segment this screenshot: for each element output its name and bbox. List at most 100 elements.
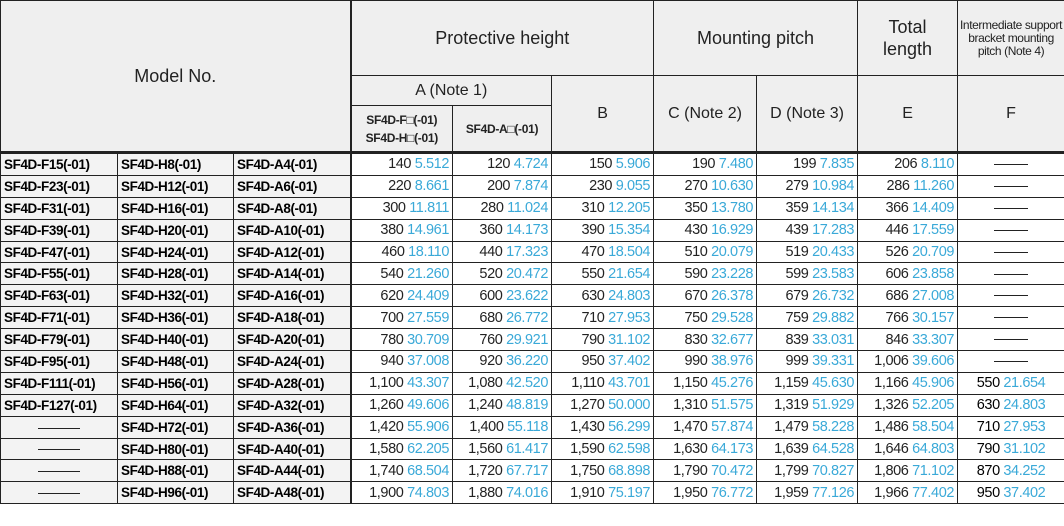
model-f-cell: [0, 459, 118, 483]
mm-value: 286: [886, 178, 910, 195]
inch-value: 33.307: [912, 331, 955, 348]
mm-value: 710: [976, 419, 1000, 436]
mm-value: 550: [581, 265, 605, 282]
inch-value: 20.433: [812, 244, 855, 260]
inch-value: 77.126: [812, 484, 855, 501]
mm-value: 999: [785, 353, 809, 370]
dim-a1-cell: 780 30.709: [349, 328, 454, 352]
dash-placeholder: [994, 186, 1029, 187]
model-h-cell: SF4D-H28(-01): [117, 262, 234, 286]
header-intermediate-bracket: Intermediate support bracket mounting pi…: [957, 0, 1064, 76]
mm-value: 710: [581, 309, 605, 326]
dim-c-cell: 1,470 57.874: [653, 415, 758, 439]
dim-f-cell: [957, 284, 1064, 308]
inch-value: 8.110: [920, 156, 955, 173]
mm-value: 1,006: [874, 353, 909, 370]
mm-value: 599: [785, 265, 809, 282]
dim-f-cell: [957, 196, 1064, 220]
mm-value: 606: [885, 265, 909, 282]
dim-c-cell: 270 10.630: [653, 174, 758, 198]
dim-f-cell: [957, 174, 1064, 198]
dim-b-cell: 630 24.803: [551, 284, 655, 308]
table-row: SF4D-F63(-01) SF4D-H32(-01) SF4D-A16(-01) 6…: [0, 284, 1064, 308]
inch-value: 5.906: [615, 156, 651, 173]
inch-value: 7.835: [819, 156, 855, 173]
mm-value: 120: [487, 156, 511, 173]
model-a-cell: SF4D-A44(-01): [232, 459, 352, 483]
table-row: SF4D-F47(-01) SF4D-H24(-01) SF4D-A12(-01) 4…: [0, 240, 1064, 264]
inch-value: 50.000: [608, 397, 651, 414]
inch-value: 45.276: [711, 375, 754, 392]
dash-placeholder: [994, 251, 1029, 253]
inch-value: 30.157: [912, 309, 955, 326]
dim-b-cell: 790 31.102: [551, 328, 655, 352]
inch-value: 64.173: [711, 441, 754, 458]
mm-value: 1,150: [673, 375, 708, 392]
model-f-cell: [0, 437, 118, 461]
dim-b-cell: 1,590 62.598: [551, 437, 655, 461]
inch-value: 23.622: [506, 287, 549, 304]
dim-a1-cell: 380 14.961: [349, 218, 454, 242]
dim-f-cell: 950 37.402: [957, 481, 1064, 505]
mm-value: 1,966: [874, 484, 909, 501]
dim-d-cell: 999 39.331: [756, 350, 859, 373]
inch-value: 12.205: [608, 200, 651, 217]
mm-value: 206: [894, 156, 918, 173]
inch-value: 56.299: [608, 419, 651, 436]
inch-value: 42.520: [506, 375, 549, 392]
mm-value: 1,950: [673, 484, 708, 501]
inch-value: 17.283: [812, 222, 855, 239]
mm-value: 440: [479, 244, 503, 260]
dim-a1-cell: 700 27.559: [349, 306, 454, 330]
dim-b-cell: 1,910 75.197: [551, 481, 655, 505]
mm-value: 1,790: [673, 462, 708, 479]
inch-value: 21.654: [608, 265, 651, 282]
mm-value: 190: [692, 156, 716, 173]
mm-value: 280: [480, 200, 504, 217]
dim-e-cell: 606 23.858: [857, 262, 959, 286]
table-row: SF4D-F39(-01) SF4D-H20(-01) SF4D-A10(-01) 3…: [0, 218, 1064, 242]
model-a-cell: SF4D-A48(-01): [232, 481, 352, 505]
table-row: SF4D-H72(-01) SF4D-A36(-01) 1,420 55.906 1,…: [0, 415, 1064, 439]
dash-placeholder: [994, 273, 1029, 275]
mm-value: 366: [885, 200, 909, 217]
mm-value: 540: [380, 265, 404, 282]
dash-placeholder: [38, 427, 80, 429]
dim-a1-cell: 540 21.260: [349, 262, 454, 286]
dim-e-cell: 286 11.260: [857, 174, 959, 198]
inch-value: 31.102: [1003, 441, 1046, 458]
header-mounting-pitch: Mounting pitch: [653, 0, 859, 76]
model-f-cell: SF4D-F47(-01): [0, 240, 118, 264]
dimension-table: Model No. Protective height Mounting pit…: [0, 0, 1064, 505]
inch-value: 62.598: [608, 441, 651, 458]
inch-value: 70.472: [711, 462, 754, 479]
header-e: E: [857, 75, 959, 153]
inch-value: 32.677: [711, 331, 754, 348]
mm-value: 1,646: [874, 441, 909, 458]
mm-value: 300: [382, 200, 406, 217]
model-f-cell: SF4D-F71(-01): [0, 306, 118, 330]
inch-value: 34.252: [1003, 462, 1046, 479]
dim-a1-cell: 140 5.512: [349, 151, 454, 176]
mm-value: 700: [380, 309, 404, 326]
mm-value: 519: [785, 244, 809, 260]
model-h-cell: SF4D-H32(-01): [117, 284, 234, 308]
inch-value: 64.803: [912, 441, 955, 458]
inch-value: 70.827: [812, 462, 855, 479]
dim-e-cell: 446 17.559: [857, 218, 959, 242]
dim-e-cell: 1,646 64.803: [857, 437, 959, 461]
mm-value: 310: [581, 200, 605, 217]
model-f-cell: SF4D-F31(-01): [0, 196, 118, 220]
dim-e-cell: 686 27.008: [857, 284, 959, 308]
dim-c-cell: 1,310 51.575: [653, 393, 758, 417]
dim-a1-cell: 940 37.008: [349, 350, 454, 373]
dim-c-cell: 1,950 76.772: [653, 481, 758, 505]
table-row: SF4D-F79(-01) SF4D-H40(-01) SF4D-A20(-01) 7…: [0, 328, 1064, 352]
inch-value: 55.118: [507, 419, 549, 436]
model-a-cell: SF4D-A10(-01): [232, 218, 352, 242]
mm-value: 470: [581, 244, 605, 260]
dim-f-cell: 790 31.102: [957, 437, 1064, 461]
mm-value: 620: [380, 287, 404, 304]
model-h-cell: SF4D-H48(-01): [117, 350, 234, 373]
mm-value: 526: [885, 244, 909, 260]
